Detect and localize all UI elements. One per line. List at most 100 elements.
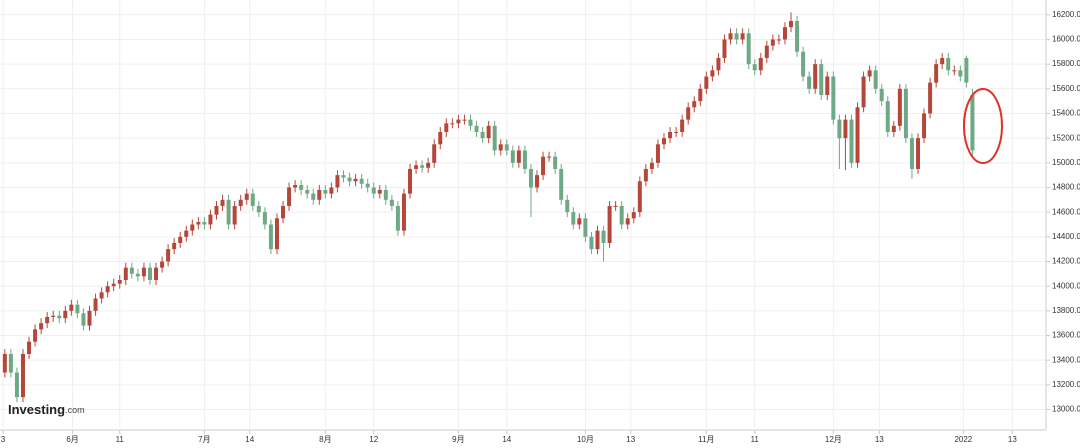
candle-body	[2, 353, 7, 373]
candle-body	[861, 76, 866, 108]
x-tick-label: 13	[1008, 435, 1017, 444]
y-tick-label: 13000.0	[1052, 405, 1080, 414]
candle-body	[33, 329, 38, 342]
x-tick-label: 12	[369, 435, 378, 444]
candle-body	[813, 64, 818, 89]
candle-body	[946, 57, 951, 71]
candle-body	[202, 222, 207, 225]
candle-body	[922, 113, 927, 139]
x-tick-label: 11	[116, 435, 125, 444]
candle-body	[897, 88, 902, 126]
candle-body	[571, 212, 576, 225]
candle-body	[559, 168, 564, 200]
candle-body	[20, 353, 25, 398]
logo-suffix: .com	[65, 405, 85, 415]
y-tick-label: 13800.0	[1052, 306, 1080, 315]
candle-body	[262, 212, 267, 225]
x-tick-label: 13	[875, 435, 884, 444]
candle-body	[166, 249, 171, 262]
candle-body	[595, 230, 600, 250]
candle-body	[619, 205, 624, 225]
candle-body	[879, 88, 884, 102]
x-tick-label: 14	[245, 435, 254, 444]
candle-body	[281, 205, 286, 219]
y-tick-label: 14800.0	[1052, 183, 1080, 192]
candle-body	[752, 64, 757, 71]
candle-body	[782, 27, 787, 40]
x-tick-label: 3	[1, 435, 6, 444]
candle-body	[855, 107, 860, 163]
candle-body	[916, 138, 921, 169]
candle-body	[674, 131, 679, 133]
candle-body	[27, 341, 32, 354]
candle-body	[655, 144, 660, 163]
candle-body	[268, 224, 273, 250]
candle-body	[565, 199, 570, 213]
candle-body	[837, 119, 842, 139]
candle-body	[553, 156, 558, 169]
candle-body	[129, 267, 134, 274]
candle-body	[928, 82, 933, 114]
candle-body	[498, 144, 503, 151]
candle-body	[432, 144, 437, 163]
y-tick-label: 14200.0	[1052, 257, 1080, 266]
candle-body	[643, 168, 648, 182]
candle-body	[680, 119, 685, 132]
candle-body	[99, 292, 104, 299]
candle-body	[196, 222, 201, 225]
candle-body	[238, 199, 243, 206]
candle-body	[389, 199, 394, 206]
y-tick-label: 15600.0	[1052, 84, 1080, 93]
candle-body	[111, 283, 116, 287]
y-tick-label: 16000.0	[1052, 35, 1080, 44]
y-tick-label: 14600.0	[1052, 207, 1080, 216]
y-tick-label: 13400.0	[1052, 355, 1080, 364]
candle-body	[39, 323, 44, 330]
y-tick-label: 15400.0	[1052, 109, 1080, 118]
candle-body	[486, 125, 491, 139]
x-tick-label: 6月	[66, 435, 78, 444]
candle-body	[522, 150, 527, 169]
candle-body	[172, 242, 177, 250]
candle-body	[190, 224, 195, 231]
candle-body	[293, 185, 298, 188]
candle-body	[764, 45, 769, 58]
candle-body	[147, 267, 152, 280]
candle-body	[305, 189, 310, 194]
candle-body	[329, 187, 334, 194]
y-tick-label: 15200.0	[1052, 133, 1080, 142]
candle-body	[577, 218, 582, 225]
x-tick-label: 11	[751, 435, 760, 444]
candle-body	[867, 70, 872, 77]
candle-body	[716, 57, 721, 71]
candle-body	[583, 218, 588, 237]
candle-body	[8, 353, 13, 373]
candle-body	[698, 88, 703, 102]
candle-body	[299, 185, 304, 190]
candle-body	[414, 165, 419, 169]
candle-body	[801, 51, 806, 77]
y-tick-label: 15000.0	[1052, 158, 1080, 167]
candle-body	[607, 205, 612, 243]
candle-body	[468, 119, 473, 126]
candle-body	[909, 138, 914, 169]
candle-body	[105, 286, 110, 293]
candle-body	[958, 70, 963, 77]
candle-body	[274, 218, 279, 250]
y-tick-label: 15800.0	[1052, 59, 1080, 68]
candle-body	[510, 150, 515, 163]
candle-body	[81, 313, 86, 326]
candle-body	[613, 205, 618, 207]
x-tick-label: 12月	[825, 435, 842, 444]
candle-body	[746, 33, 751, 65]
candle-body	[710, 70, 715, 77]
y-tick-label: 13600.0	[1052, 331, 1080, 340]
candle-body	[365, 183, 370, 188]
candle-body	[214, 205, 219, 215]
candle-body	[843, 119, 848, 139]
candle-body	[462, 119, 467, 121]
candle-body	[317, 189, 322, 200]
candle-body	[825, 76, 830, 95]
